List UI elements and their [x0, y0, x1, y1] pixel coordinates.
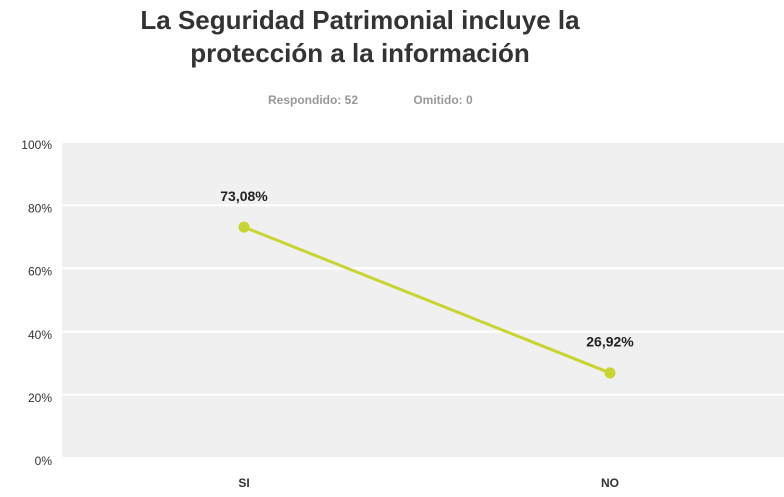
- y-tick-label: 60%: [28, 265, 52, 279]
- subtitle: Omitido: 0: [413, 93, 473, 107]
- chart-title: protección a la información: [190, 38, 530, 68]
- chart-title: La Seguridad Patrimonial incluye la: [140, 5, 580, 35]
- y-tick-label: 40%: [28, 328, 52, 342]
- y-tick-label: 20%: [28, 391, 52, 405]
- point: [238, 221, 250, 233]
- point: [604, 367, 616, 379]
- y-tick-label: 80%: [28, 201, 52, 215]
- y-tick-label: 100%: [21, 138, 52, 152]
- x-tick-label: NO: [601, 476, 619, 490]
- x-tick-label: SI: [238, 476, 249, 490]
- line: [243, 225, 611, 375]
- y-tick-label: 0%: [35, 454, 53, 468]
- data-label: 73,08%: [220, 188, 268, 204]
- data-label: 26,92%: [586, 334, 634, 350]
- subtitle: Respondido: 52: [268, 93, 358, 107]
